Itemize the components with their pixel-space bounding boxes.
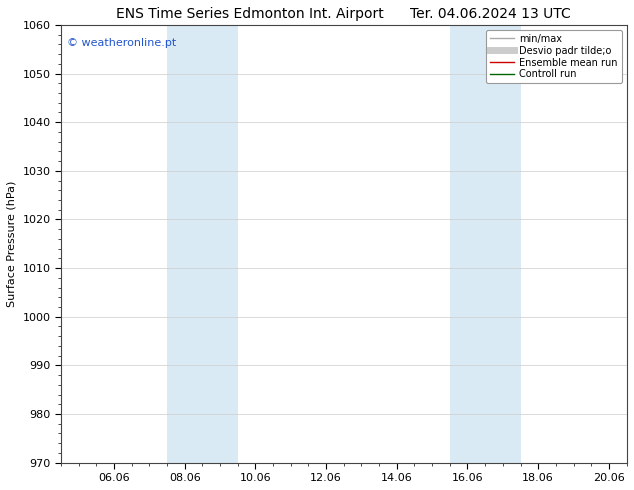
Bar xyxy=(450,25,521,463)
Y-axis label: Surface Pressure (hPa): Surface Pressure (hPa) xyxy=(7,181,17,307)
Text: © weatheronline.pt: © weatheronline.pt xyxy=(67,38,176,48)
Title: ENS Time Series Edmonton Int. Airport      Ter. 04.06.2024 13 UTC: ENS Time Series Edmonton Int. Airport Te… xyxy=(117,7,571,21)
Bar xyxy=(167,25,238,463)
Legend: min/max, Desvio padr tilde;o, Ensemble mean run, Controll run: min/max, Desvio padr tilde;o, Ensemble m… xyxy=(486,30,622,83)
